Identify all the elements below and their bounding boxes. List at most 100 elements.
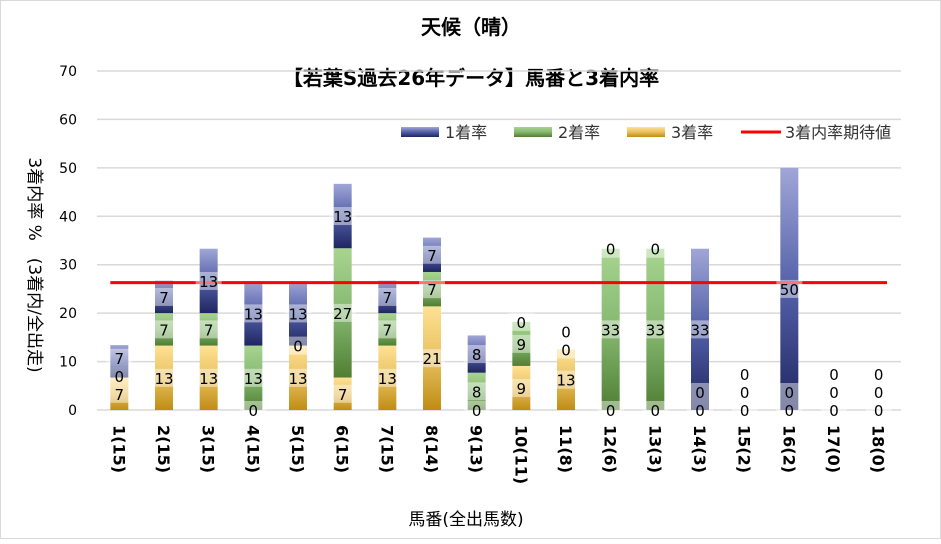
- x-tick-label: 16(2): [779, 425, 798, 473]
- data-label: 13: [288, 305, 307, 323]
- bar-segment-1着率: [110, 345, 129, 378]
- y-tick-label: 50: [59, 161, 77, 177]
- data-label: 0: [785, 402, 795, 420]
- bar-segment-3着率: [512, 365, 531, 410]
- data-label: 13: [154, 370, 173, 388]
- data-label-bg: [553, 340, 579, 359]
- legend-swatch: [514, 127, 552, 137]
- data-label: 7: [427, 247, 437, 265]
- y-tick-label: 70: [59, 64, 77, 80]
- data-label: 0: [472, 402, 482, 420]
- bar-segment-2着率: [512, 321, 531, 366]
- x-tick-label: 13(3): [645, 425, 664, 473]
- data-label-bg: [240, 401, 267, 419]
- data-label: 0: [115, 368, 125, 386]
- chart-title: 天候（晴）: [421, 15, 521, 39]
- data-label: 0: [829, 366, 839, 384]
- data-label: 0: [561, 323, 571, 341]
- data-label: 13: [244, 370, 263, 388]
- data-label: 7: [204, 321, 214, 339]
- data-label-bg: [374, 287, 401, 306]
- data-label-bg: [687, 383, 713, 401]
- data-label-bg: [687, 401, 713, 419]
- x-tick-label: 12(6): [601, 425, 620, 473]
- data-label: 0: [785, 384, 795, 402]
- data-label-bg: [553, 322, 579, 341]
- bar-segment-2着率: [155, 313, 173, 346]
- bar-segment-1着率: [289, 281, 307, 346]
- data-label-bg: [195, 368, 222, 387]
- data-label-bg: [151, 368, 177, 387]
- data-label-bg: [285, 304, 311, 323]
- y-tick-label: 0: [68, 403, 77, 419]
- data-label: 0: [695, 402, 705, 420]
- data-label: 0: [740, 402, 750, 420]
- bar-segment-3着率: [199, 345, 218, 410]
- data-label: 0: [874, 384, 884, 402]
- data-label: 7: [338, 386, 348, 404]
- data-label-bg: [597, 320, 624, 339]
- bar-segment-2着率: [646, 248, 665, 410]
- data-label: 13: [333, 208, 352, 226]
- x-tick-label: 8(14): [422, 425, 441, 473]
- data-label-bg: [419, 245, 445, 264]
- x-tick-label: 2(15): [154, 425, 173, 473]
- x-tick-label: 4(15): [243, 425, 262, 473]
- bar-segment-3着率: [289, 345, 307, 410]
- x-tick-label: 10(11): [511, 425, 530, 484]
- x-axis-label: 馬番(全出馬数): [408, 510, 523, 530]
- data-label: 7: [159, 321, 169, 339]
- data-label-bg: [508, 378, 535, 397]
- x-tick-label: 18(0): [869, 425, 888, 473]
- data-label-bg: [776, 401, 803, 419]
- x-tick-label: 11(8): [556, 425, 575, 473]
- data-label-bg: [374, 368, 401, 387]
- data-label: 13: [244, 305, 263, 323]
- data-label-bg: [865, 401, 892, 419]
- legend-label: 2着率: [558, 123, 600, 142]
- data-label: 0: [651, 402, 661, 420]
- bar-segment-1着率: [155, 280, 173, 314]
- data-label: 27: [333, 305, 352, 323]
- bar-segment-3着率: [333, 377, 352, 410]
- data-label-bg: [553, 370, 579, 389]
- bar-segment-2着率: [244, 345, 263, 410]
- data-label-bg: [731, 365, 758, 383]
- data-label: 0: [606, 241, 616, 259]
- data-label: 21: [422, 350, 441, 368]
- data-label-bg: [329, 384, 356, 403]
- legend-label: 3着率: [671, 123, 713, 142]
- data-label-bg: [151, 320, 177, 339]
- data-label: 7: [115, 386, 125, 404]
- bar-segment-1着率: [378, 280, 397, 314]
- data-label: 8: [472, 346, 482, 364]
- data-label: 7: [383, 321, 393, 339]
- x-tick-label: 15(2): [735, 425, 754, 473]
- data-label-bg: [106, 348, 133, 367]
- data-label-bg: [731, 401, 758, 419]
- bar-segment-1着率: [691, 248, 709, 410]
- data-label: 7: [383, 289, 393, 307]
- data-label: 33: [646, 321, 665, 339]
- data-label-bg: [329, 207, 356, 226]
- data-label-bg: [508, 312, 535, 331]
- data-label: 0: [829, 384, 839, 402]
- y-tick-label: 60: [59, 112, 77, 128]
- legend-swatch: [627, 127, 665, 137]
- data-label-bg: [463, 401, 490, 419]
- data-label: 7: [159, 289, 169, 307]
- data-label: 0: [651, 241, 661, 259]
- data-label: 0: [561, 341, 571, 359]
- data-label-bg: [106, 384, 133, 403]
- x-tick-label: 17(0): [824, 425, 843, 473]
- data-label: 13: [556, 372, 575, 390]
- data-label: 0: [293, 338, 303, 356]
- data-label-bg: [285, 368, 311, 387]
- data-label-bg: [240, 368, 267, 387]
- data-label-bg: [419, 349, 445, 368]
- data-label-bg: [821, 401, 847, 419]
- data-label-bg: [776, 383, 803, 401]
- data-label-bg: [463, 345, 490, 364]
- bar-segment-3着率: [110, 377, 129, 410]
